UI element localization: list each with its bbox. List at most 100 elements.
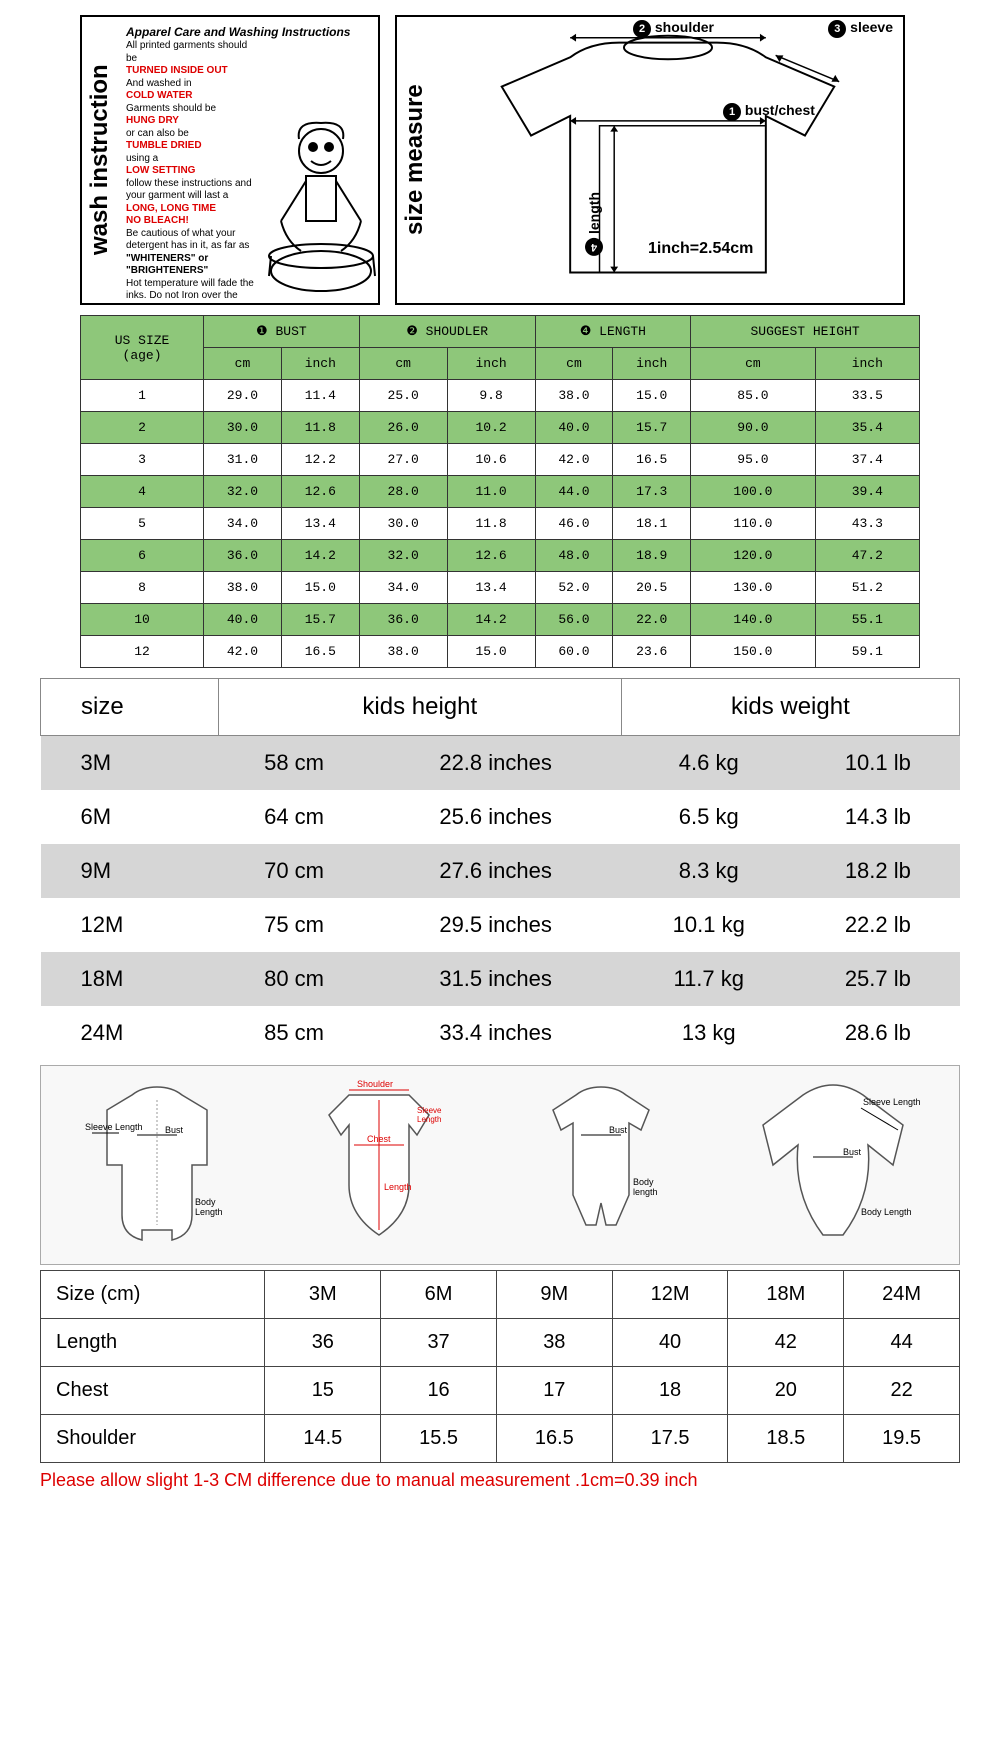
value-cell: 9.8 <box>447 380 535 412</box>
col-height: kids height <box>218 679 621 736</box>
value-cell: 29.0 <box>204 380 282 412</box>
svg-text:Bust: Bust <box>609 1125 628 1135</box>
svg-text:Body: Body <box>195 1197 216 1207</box>
svg-text:Bust: Bust <box>165 1125 184 1135</box>
row-label: Chest <box>41 1367 265 1415</box>
kids-row: 18M80 cm31.5 inches11.7 kg25.7 lb <box>41 952 960 1006</box>
us-size-header: US SIZE(age) <box>81 316 204 380</box>
value-cell: 15.0 <box>613 380 691 412</box>
value-cell: 14.5 <box>265 1415 381 1463</box>
header-cell: 3M <box>265 1271 381 1319</box>
wash-title: Apparel Care and Washing Instructions <box>126 25 370 40</box>
kids-row: 6M64 cm25.6 inches6.5 kg14.3 lb <box>41 790 960 844</box>
height-in: 31.5 inches <box>370 952 621 1006</box>
value-cell: 19.5 <box>844 1415 960 1463</box>
garment-diagrams: Sleeve Length Bust Body Length Shoulder … <box>40 1065 960 1265</box>
height-in: 22.8 inches <box>370 736 621 791</box>
svg-text:Length: Length <box>195 1207 223 1217</box>
value-cell: 12.2 <box>281 444 359 476</box>
weight-kg: 10.1 kg <box>621 898 796 952</box>
value-cell: 12.6 <box>281 476 359 508</box>
value-cell: 40 <box>612 1319 728 1367</box>
svg-text:Body Length: Body Length <box>861 1207 912 1217</box>
value-cell: 100.0 <box>691 476 815 508</box>
svg-text:Shoulder: Shoulder <box>357 1079 393 1089</box>
value-cell: 38.0 <box>204 572 282 604</box>
value-cell: 42.0 <box>535 444 613 476</box>
height-in: 33.4 inches <box>370 1006 621 1060</box>
col-group: ❶ BUST <box>204 316 360 348</box>
weight-lb: 14.3 lb <box>796 790 959 844</box>
header-cell: 6M <box>381 1271 497 1319</box>
value-cell: 36.0 <box>204 540 282 572</box>
value-cell: 30.0 <box>359 508 447 540</box>
value-cell: 36 <box>265 1319 381 1367</box>
value-cell: 28.0 <box>359 476 447 508</box>
unit-header: inch <box>613 348 691 380</box>
value-cell: 47.2 <box>815 540 919 572</box>
value-cell: 23.6 <box>613 636 691 668</box>
value-cell: 10.6 <box>447 444 535 476</box>
row-label: Length <box>41 1319 265 1367</box>
value-cell: 35.4 <box>815 412 919 444</box>
value-cell: 150.0 <box>691 636 815 668</box>
svg-text:Body: Body <box>633 1177 654 1187</box>
header-cell: 12M <box>612 1271 728 1319</box>
unit-header: inch <box>447 348 535 380</box>
height-cm: 80 cm <box>218 952 370 1006</box>
top-panels: wash instruction Apparel Care and Washin… <box>0 0 1000 315</box>
value-cell: 27.0 <box>359 444 447 476</box>
size-row: 1242.016.538.015.060.023.6150.059.1 <box>81 636 920 668</box>
value-cell: 42 <box>728 1319 844 1367</box>
value-cell: 14.2 <box>447 604 535 636</box>
conversion-label: 1inch=2.54cm <box>648 240 753 258</box>
value-cell: 30.0 <box>204 412 282 444</box>
value-cell: 17.5 <box>612 1415 728 1463</box>
value-cell: 22.0 <box>613 604 691 636</box>
value-cell: 17.3 <box>613 476 691 508</box>
value-cell: 95.0 <box>691 444 815 476</box>
height-in: 27.6 inches <box>370 844 621 898</box>
size-cell: 5 <box>81 508 204 540</box>
wash-instruction-box: wash instruction Apparel Care and Washin… <box>80 15 380 305</box>
value-cell: 15.7 <box>281 604 359 636</box>
size-row: 432.012.628.011.044.017.3100.039.4 <box>81 476 920 508</box>
measure-row: Shoulder14.515.516.517.518.519.5 <box>41 1415 960 1463</box>
value-cell: 16.5 <box>281 636 359 668</box>
size-row: 1040.015.736.014.256.022.0140.055.1 <box>81 604 920 636</box>
size-cell: 18M <box>41 952 219 1006</box>
value-cell: 39.4 <box>815 476 919 508</box>
size-cell: 2 <box>81 412 204 444</box>
unit-header: cm <box>535 348 613 380</box>
value-cell: 37.4 <box>815 444 919 476</box>
value-cell: 11.0 <box>447 476 535 508</box>
value-cell: 14.2 <box>281 540 359 572</box>
measure-vertical-label: size measure <box>397 17 433 303</box>
wash-line: And washed in <box>126 78 256 91</box>
kids-row: 3M58 cm22.8 inches4.6 kg10.1 lb <box>41 736 960 791</box>
size-cell: 12M <box>41 898 219 952</box>
size-cell: 10 <box>81 604 204 636</box>
value-cell: 15.0 <box>281 572 359 604</box>
wash-line: TURNED INSIDE OUT <box>126 65 256 78</box>
value-cell: 40.0 <box>535 412 613 444</box>
size-chart-us: US SIZE(age)❶ BUST❷ SHOUDLER❹ LENGTHSUGG… <box>0 315 1000 678</box>
svg-text:Sleeve: Sleeve <box>417 1106 442 1115</box>
size-row: 331.012.227.010.642.016.595.037.4 <box>81 444 920 476</box>
value-cell: 59.1 <box>815 636 919 668</box>
weight-lb: 18.2 lb <box>796 844 959 898</box>
height-cm: 85 cm <box>218 1006 370 1060</box>
wash-line: All printed garments should be <box>126 40 256 65</box>
value-cell: 46.0 <box>535 508 613 540</box>
size-row: 838.015.034.013.452.020.5130.051.2 <box>81 572 920 604</box>
weight-lb: 28.6 lb <box>796 1006 959 1060</box>
length-label: 4 length <box>585 192 603 256</box>
size-row: 230.011.826.010.240.015.790.035.4 <box>81 412 920 444</box>
value-cell: 44.0 <box>535 476 613 508</box>
kids-row: 24M85 cm33.4 inches13 kg28.6 lb <box>41 1006 960 1060</box>
baby-size-table: Size (cm)3M6M9M12M18M24MLength3637384042… <box>0 1265 1000 1468</box>
value-cell: 120.0 <box>691 540 815 572</box>
svg-text:length: length <box>633 1187 658 1197</box>
col-group: ❷ SHOUDLER <box>359 316 535 348</box>
size-cell: 3 <box>81 444 204 476</box>
